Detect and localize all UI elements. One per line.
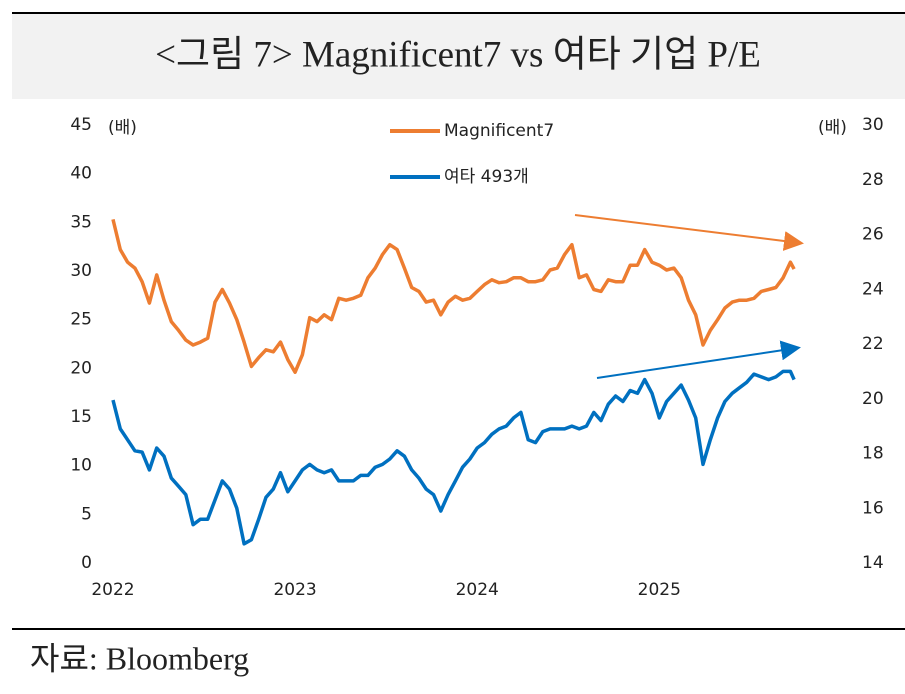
y-axis-label: (배) (108, 118, 137, 138)
legend-label: Magnificent7 (444, 121, 554, 141)
y2-axis-label: (배) (818, 118, 847, 138)
x-tick-label: 2022 (91, 580, 134, 600)
y2-tick-label: 16 (862, 498, 884, 518)
y2-tick-label: 26 (862, 225, 884, 245)
chart-title: <그림 7> Magnificent7 vs 여타 기업 P/E (155, 34, 761, 75)
x-tick-label: 2023 (273, 580, 316, 600)
y2-tick-label: 28 (862, 170, 884, 190)
y2-tick-label: 24 (862, 279, 884, 299)
y-tick-label: 40 (70, 164, 92, 184)
y-tick-label: 5 (81, 504, 92, 524)
y2-tick-label: 18 (862, 444, 884, 464)
y-tick-label: 30 (70, 261, 92, 281)
y-tick-label: 15 (70, 407, 92, 427)
trend-arrow (574, 214, 804, 251)
y-tick-label: 45 (70, 115, 92, 135)
series-line (111, 218, 796, 374)
y2-tick-label: 14 (862, 553, 884, 573)
y-tick-label: 25 (70, 310, 92, 330)
y2-tick-label: 30 (862, 115, 884, 135)
y2-tick-label: 20 (862, 389, 884, 409)
source: 자료: Bloomberg (30, 640, 249, 676)
x-tick-label: 2025 (638, 580, 681, 600)
y-tick-label: 20 (70, 358, 92, 378)
title-band (12, 13, 905, 99)
y-tick-label: 0 (81, 553, 92, 573)
legend-label: 여타 493개 (444, 167, 529, 187)
y2-tick-label: 22 (862, 334, 884, 354)
trend-arrow (596, 340, 801, 379)
x-tick-label: 2024 (456, 580, 499, 600)
y-tick-label: 10 (70, 456, 92, 476)
series-line (111, 369, 796, 546)
y-tick-label: 35 (70, 212, 92, 232)
